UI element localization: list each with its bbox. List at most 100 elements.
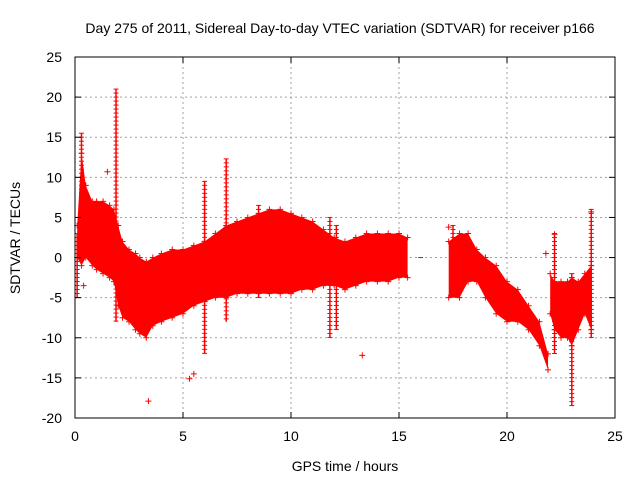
data-point — [575, 326, 582, 333]
data-point — [132, 250, 139, 257]
data-point — [169, 246, 176, 253]
data-point — [514, 286, 521, 293]
x-tick-label: 5 — [179, 428, 187, 444]
data-point — [456, 294, 463, 301]
grid — [75, 57, 615, 418]
data-point — [536, 318, 543, 325]
data-point — [149, 254, 156, 261]
data-point — [352, 282, 359, 289]
data-point — [536, 342, 543, 349]
data-point — [126, 246, 132, 253]
plot-frame — [74, 56, 616, 419]
y-tick-label: 0 — [54, 250, 62, 266]
x-tick-label: 0 — [71, 428, 79, 444]
data-point — [106, 274, 113, 281]
data-point — [309, 286, 316, 293]
data-point — [504, 318, 510, 325]
data-layer — [74, 88, 595, 407]
x-tick-label: 25 — [607, 428, 623, 444]
y-tick-label: 15 — [46, 129, 62, 145]
y-tick-label: -15 — [42, 370, 62, 386]
data-point — [465, 230, 472, 237]
data-point — [545, 350, 552, 357]
data-point — [363, 230, 370, 237]
data-point — [100, 198, 107, 205]
data-point — [266, 206, 273, 213]
data-point — [352, 234, 359, 241]
data-point — [277, 290, 284, 297]
data-point — [190, 370, 197, 377]
data-point — [136, 254, 143, 261]
chart-title: Day 275 of 2011, Sidereal Day-to-day VTE… — [85, 20, 594, 36]
data-point — [445, 294, 452, 301]
data-point — [396, 230, 402, 237]
data-point — [244, 290, 251, 297]
data-point — [404, 234, 411, 241]
data-point — [186, 375, 193, 382]
data-point — [266, 290, 273, 297]
data-point — [212, 294, 219, 301]
data-point — [126, 318, 132, 325]
data-point — [89, 262, 96, 269]
y-tick-label: 10 — [46, 169, 62, 185]
data-point — [374, 230, 381, 237]
data-point — [104, 168, 111, 175]
axis-ticks: 0 5 10 15 20 25 25 20 15 10 5 0 -5 -10 -15 -20 — [42, 49, 623, 444]
data-point — [80, 282, 87, 289]
y-axis-label: SDTVAR / TECUs — [7, 182, 23, 294]
data-point — [190, 242, 197, 249]
data-point — [493, 310, 500, 317]
data-band — [448, 233, 548, 370]
data-point — [514, 318, 521, 325]
data-point — [363, 278, 370, 285]
data-point — [385, 278, 392, 285]
data-point — [145, 398, 152, 405]
data-point — [525, 326, 532, 333]
x-axis-label: GPS time / hours — [292, 458, 399, 474]
data-point — [482, 294, 489, 301]
data-point — [396, 274, 402, 281]
data-point — [119, 238, 126, 245]
data-point — [581, 310, 588, 317]
data-point — [545, 366, 552, 373]
data-point — [482, 254, 489, 261]
data-point — [359, 352, 366, 359]
data-point — [277, 206, 284, 213]
data-point — [100, 270, 107, 277]
y-tick-label: 20 — [46, 89, 62, 105]
data-point — [309, 218, 316, 225]
data-point — [158, 250, 165, 257]
data-point — [558, 334, 564, 341]
data-point — [504, 278, 510, 285]
data-point — [374, 278, 381, 285]
data-point — [385, 230, 392, 237]
data-point — [465, 278, 472, 285]
data-point — [106, 202, 113, 209]
data-band — [77, 153, 408, 338]
data-point — [288, 210, 294, 217]
data-point — [473, 246, 480, 253]
data-point — [525, 302, 532, 309]
data-point — [149, 322, 156, 329]
data-point — [169, 314, 176, 321]
data-point — [244, 214, 251, 221]
data-point — [136, 330, 143, 337]
data-point — [212, 230, 219, 237]
data-point — [542, 250, 549, 257]
y-tick-label: 5 — [54, 209, 62, 225]
x-tick-label: 15 — [391, 428, 407, 444]
data-point — [342, 286, 348, 293]
data-point — [288, 290, 294, 297]
data-point — [180, 310, 186, 317]
data-point — [298, 286, 305, 293]
data-point — [93, 266, 100, 273]
data-point — [342, 238, 348, 245]
x-tick-label: 10 — [283, 428, 299, 444]
y-tick-label: -5 — [50, 290, 63, 306]
y-tick-label: -20 — [42, 410, 62, 426]
data-point — [234, 290, 240, 297]
data-point — [190, 302, 197, 309]
data-point — [558, 278, 564, 285]
data-point — [93, 198, 100, 205]
